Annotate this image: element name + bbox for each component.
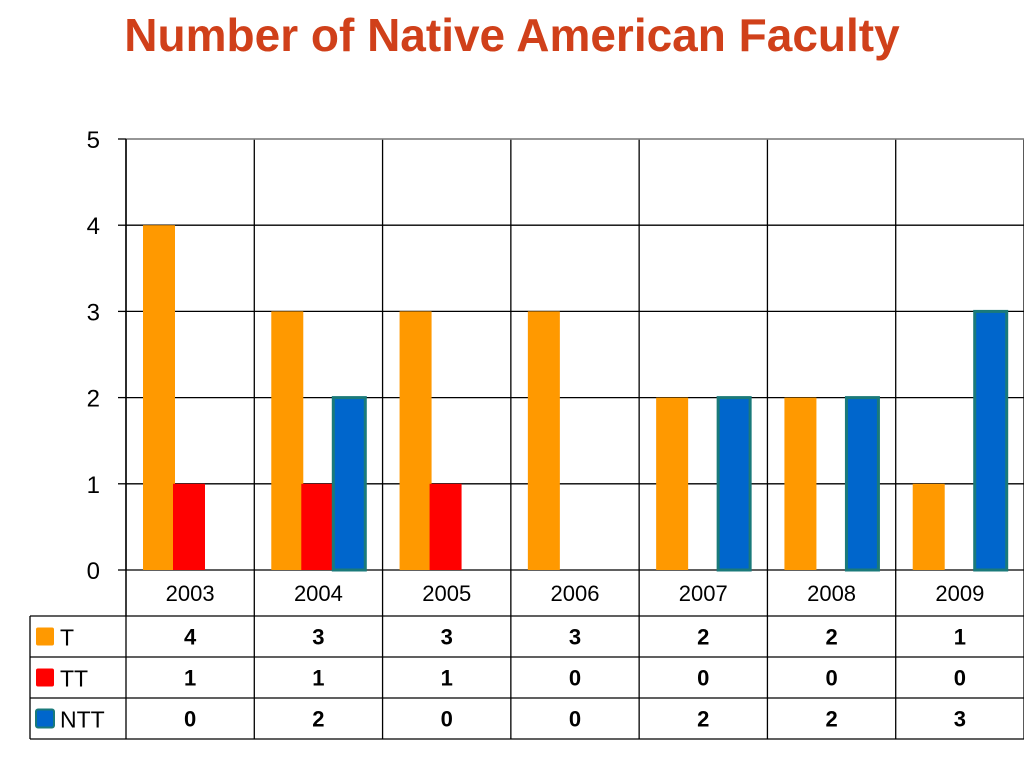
bar-t-2003 (143, 225, 175, 570)
bar-ntt-2008 (844, 396, 880, 572)
legend-swatch-tt (36, 668, 54, 687)
y-tick-label: 1 (87, 472, 100, 499)
x-tick-label: 2003 (166, 581, 215, 606)
bar-tt-2003 (173, 483, 205, 570)
x-tick-label: 2005 (422, 581, 471, 606)
bar-t-2009 (912, 483, 945, 570)
bar-tt-2005 (429, 483, 462, 570)
bar-ntt-2004 (331, 396, 367, 572)
data-label: 0 (569, 707, 581, 732)
legend-swatch-t (36, 627, 54, 646)
data-label: 2 (312, 707, 324, 732)
data-label: 3 (954, 707, 966, 732)
data-label: 4 (184, 625, 197, 650)
data-label: 0 (569, 666, 581, 691)
bars (143, 225, 1009, 572)
chart-title: Number of Native American Faculty (124, 9, 900, 61)
data-label: 0 (184, 707, 196, 732)
data-label: 2 (825, 707, 837, 732)
data-label: 1 (441, 666, 453, 691)
x-tick-label: 2007 (679, 581, 728, 606)
data-label: 3 (569, 625, 581, 650)
bar-t-2007 (656, 397, 689, 570)
data-label: 0 (954, 666, 966, 691)
y-tick-label: 4 (87, 213, 100, 240)
bar-t-2008 (784, 397, 817, 570)
y-tick-label: 0 (87, 558, 100, 585)
legend-swatch-ntt (35, 708, 55, 729)
bar-tt-2004 (301, 483, 334, 570)
bar-ntt-2007 (716, 396, 752, 572)
data-label: 3 (441, 625, 453, 650)
y-tick-label: 5 (87, 127, 100, 154)
legend-label-ntt: NTT (60, 707, 105, 733)
data-label: 1 (954, 625, 966, 650)
bar-ntt-2009 (973, 309, 1009, 572)
bar-t-2006 (527, 311, 560, 570)
legend-label-tt: TT (60, 666, 88, 692)
grid (125, 138, 1024, 571)
data-label: 3 (312, 625, 324, 650)
axes: 0 1 2 3 4 5 (87, 127, 127, 585)
data-label: 2 (825, 625, 837, 650)
data-label: 2 (697, 625, 709, 650)
y-tick-label: 3 (87, 299, 100, 326)
x-tick-label: 2006 (551, 581, 600, 606)
data-label: 0 (697, 666, 709, 691)
data-label: 1 (184, 666, 196, 691)
x-tick-label: 2009 (935, 581, 984, 606)
data-label: 0 (441, 707, 453, 732)
x-tick-label: 2004 (294, 581, 343, 606)
legend-label-t: T (60, 625, 74, 651)
data-label: 1 (312, 666, 324, 691)
data-label: 2 (697, 707, 709, 732)
data-label: 0 (825, 666, 837, 691)
y-tick-label: 2 (87, 386, 100, 413)
bar-t-2004 (271, 311, 304, 570)
x-tick-label: 2008 (807, 581, 856, 606)
bar-t-2005 (399, 311, 432, 570)
